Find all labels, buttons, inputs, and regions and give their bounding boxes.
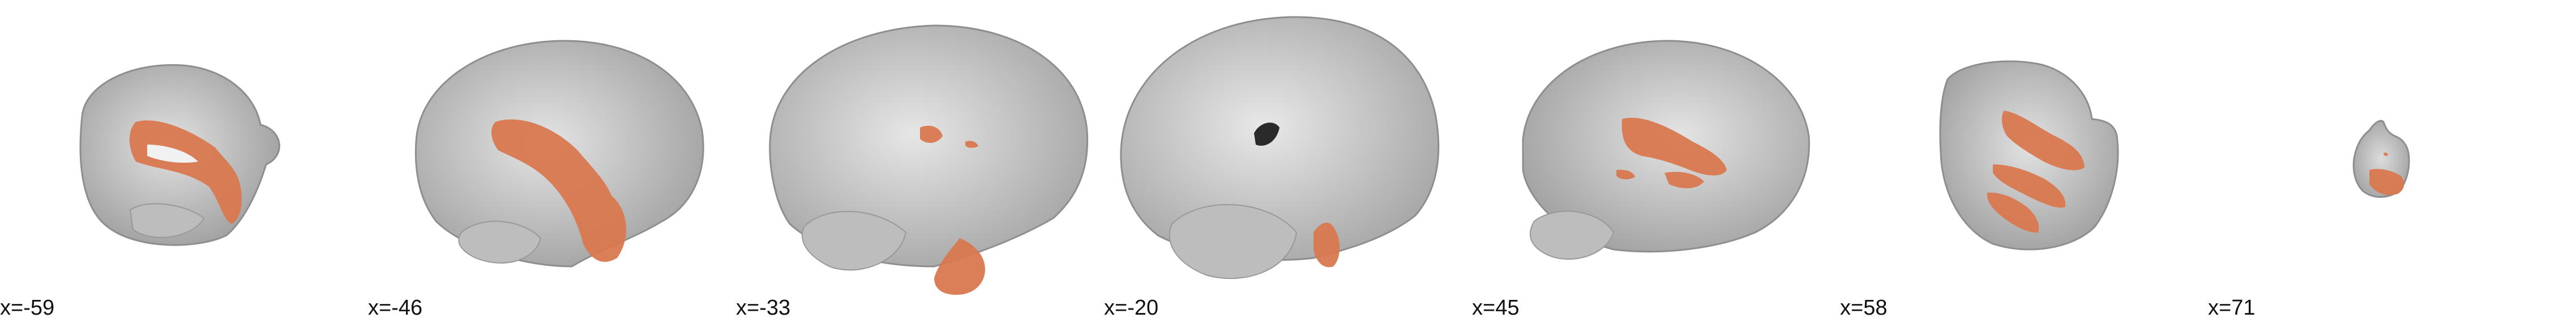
activation-overlay (1621, 117, 1727, 176)
slice-coordinate-label: x=-20 (1104, 296, 1159, 320)
cerebellum (1169, 204, 1298, 280)
slice-panel-x-neg59: x=-59 (0, 0, 368, 326)
cerebellum (458, 221, 542, 264)
brain-tissue (1939, 60, 2119, 251)
slice-coordinate-label: x=-46 (368, 296, 423, 320)
cerebellum (129, 203, 205, 238)
slice-coordinate-label: x=58 (1840, 296, 1888, 320)
slice-panel-x-45: x=45 (1472, 0, 1840, 326)
cerebellum (1530, 210, 1615, 260)
brain-slice-image (1939, 60, 2119, 251)
activation-gap (147, 145, 198, 163)
slice-panel-x-71: x=71 (2208, 0, 2576, 326)
slice-panel-x-neg46: x=-46 (368, 0, 736, 326)
slice-coordinate-label: x=-59 (0, 296, 55, 320)
slice-coordinate-label: x=-33 (736, 296, 791, 320)
activation-overlay (491, 119, 627, 262)
activation-overlay (1664, 172, 1704, 188)
slice-coordinate-label: x=45 (1472, 296, 1520, 320)
activation-overlay (2384, 153, 2388, 156)
activation-overlay (920, 125, 943, 143)
activation-overlay (1616, 170, 1635, 180)
activation-overlay (1987, 192, 2039, 233)
activation-overlay (1993, 164, 2066, 208)
brain-slice-image (1120, 16, 1440, 280)
brain-slice-image (414, 40, 704, 268)
activation-overlay (965, 141, 978, 148)
slice-panel-x-neg20: x=-20 (1104, 0, 1472, 326)
ventricle (1254, 122, 1280, 146)
slice-panel-x-58: x=58 (1840, 0, 2208, 326)
slice-panel-x-neg33: x=-33 (736, 0, 1104, 326)
slice-coordinate-label: x=71 (2208, 296, 2256, 320)
brain-slice-image (1522, 40, 1810, 260)
activation-overlay (2001, 111, 2085, 171)
brain-slice-image (769, 24, 1089, 295)
activation-overlay (2369, 169, 2404, 196)
cerebellum (802, 210, 907, 271)
brain-slice-image (79, 64, 280, 246)
activation-overlay (934, 238, 985, 295)
activation-overlay (1313, 222, 1340, 268)
brain-slice-image (2352, 120, 2410, 198)
